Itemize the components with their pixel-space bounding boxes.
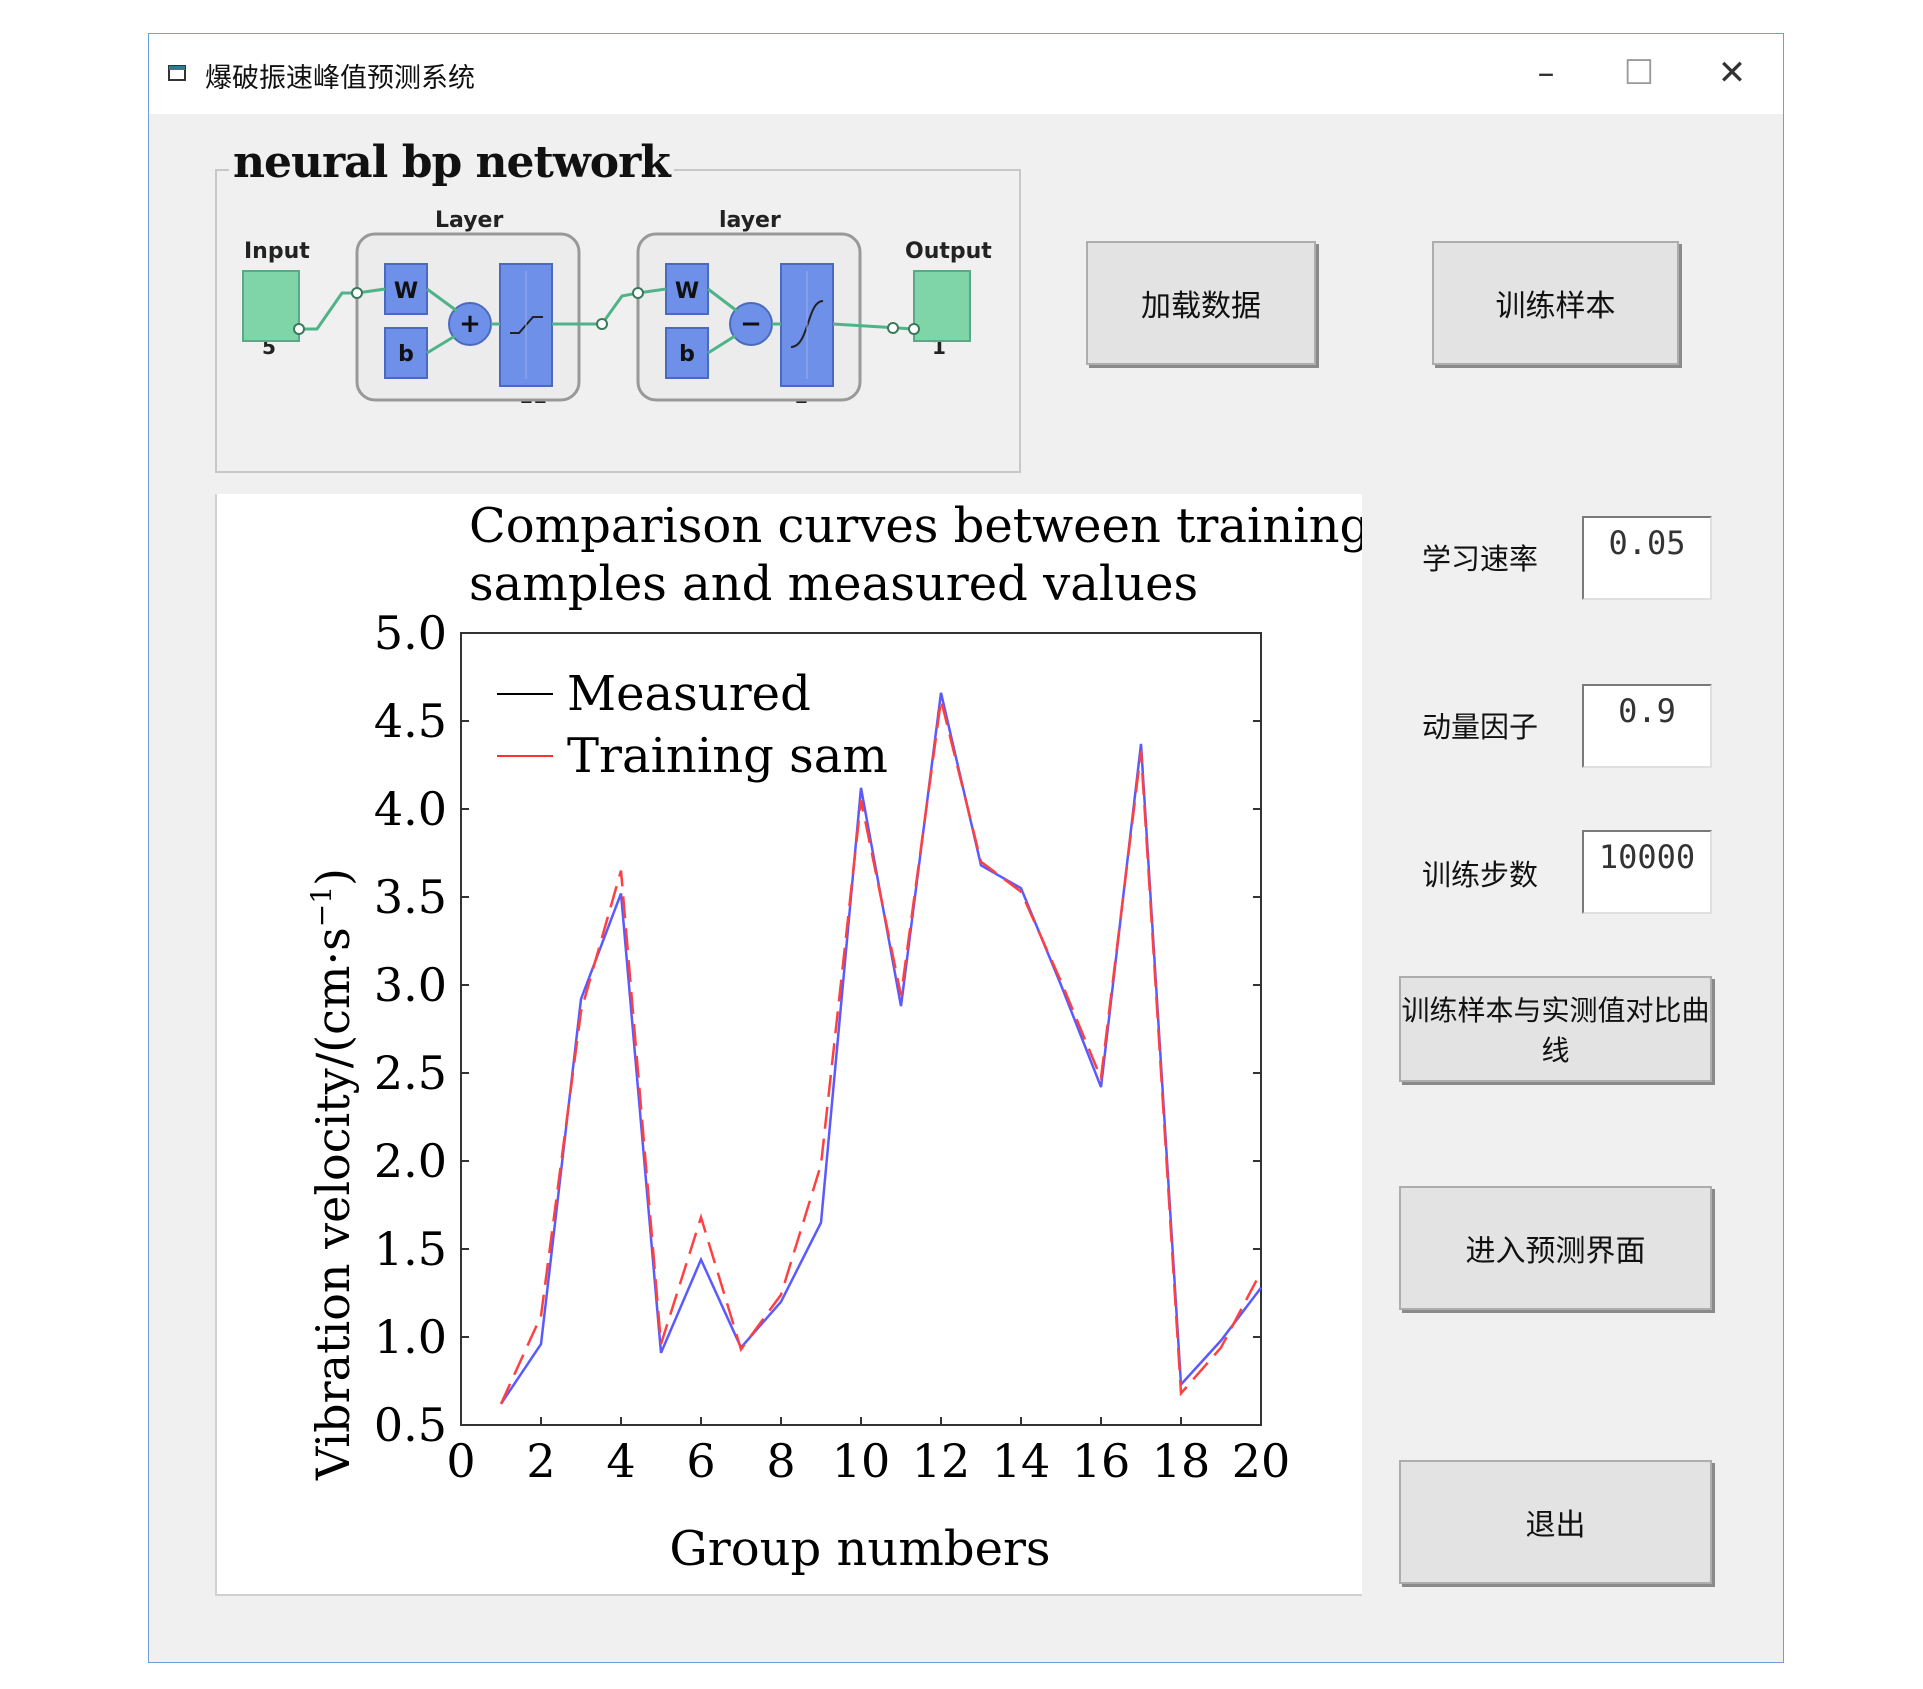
network-diagram: Input 5 Layer 11 layer 1 Output 1 bbox=[242, 208, 992, 408]
y-tick-label: 1.0 bbox=[374, 1310, 447, 1364]
window-title: 爆破振速峰值预测系统 bbox=[205, 63, 475, 94]
layer2-weight-label: W bbox=[675, 279, 699, 304]
chart-title-line1: Comparison curves between training bbox=[469, 498, 1362, 554]
layer2-transfer-curve bbox=[790, 300, 824, 348]
app-window-icon bbox=[168, 65, 186, 81]
close-button[interactable]: ✕ bbox=[1717, 53, 1747, 93]
output-block bbox=[913, 270, 971, 342]
x-tick-label: 10 bbox=[832, 1434, 891, 1488]
layer1-bias-block bbox=[384, 327, 428, 379]
maximize-button[interactable]: ☐ bbox=[1623, 53, 1655, 93]
x-tick-label: 20 bbox=[1232, 1434, 1291, 1488]
y-tick-label: 0.5 bbox=[374, 1398, 447, 1452]
layer1-plus-label: + bbox=[459, 309, 481, 339]
momentum-input[interactable]: 0.9 bbox=[1582, 684, 1712, 768]
comparison-chart: Comparison curves between training sampl… bbox=[305, 498, 1370, 1577]
output-label: Output bbox=[905, 239, 992, 264]
x-tick-label: 12 bbox=[912, 1434, 971, 1488]
title-bar[interactable]: 爆破振速峰值预测系统 – ☐ ✕ bbox=[149, 34, 1783, 114]
x-tick-label: 6 bbox=[686, 1434, 715, 1488]
input-label: Input bbox=[244, 239, 310, 264]
compare-curve-button[interactable]: 训练样本与实测值对比曲线 bbox=[1399, 976, 1712, 1082]
enter-prediction-button[interactable]: 进入预测界面 bbox=[1399, 1186, 1712, 1310]
layer2-minus-label: − bbox=[740, 309, 762, 339]
chart-title-line2: samples and measured values bbox=[469, 556, 1198, 612]
layer2-bias-label: b bbox=[679, 342, 695, 367]
series-layer bbox=[499, 692, 1263, 1405]
y-tick-label: 3.5 bbox=[374, 870, 447, 924]
learning-rate-label: 学习速率 bbox=[1422, 542, 1539, 576]
plot-panel: Comparison curves between training sampl… bbox=[215, 494, 1370, 1596]
measured-series-line bbox=[499, 692, 1262, 1405]
y-axis-ticks: 0.5 1.0 1.5 2.0 2.5 3.0 3.5 4.0 4.5 5.0 bbox=[374, 606, 1261, 1452]
y-tick-label: 5.0 bbox=[374, 606, 447, 660]
legend: Measured Training sam bbox=[497, 666, 888, 784]
training-series-line bbox=[499, 699, 1263, 1405]
app-window: 爆破振速峰值预测系统 – ☐ ✕ neural bp network Input… bbox=[148, 33, 1784, 1663]
x-tick-label: 8 bbox=[766, 1434, 795, 1488]
y-tick-label: 4.0 bbox=[374, 782, 447, 836]
epochs-input[interactable]: 10000 bbox=[1582, 830, 1712, 914]
legend-measured-label: Measured bbox=[567, 666, 811, 722]
layer2-label: layer bbox=[719, 208, 781, 233]
layer1-label: Layer bbox=[435, 208, 503, 233]
momentum-label: 动量因子 bbox=[1422, 710, 1539, 744]
layer1-weight-label: W bbox=[394, 279, 418, 304]
legend-training-label: Training sam bbox=[567, 728, 888, 784]
x-axis-ticks: 0 2 4 6 8 10 12 14 16 18 20 bbox=[446, 1417, 1290, 1488]
x-axis-label: Group numbers bbox=[669, 1521, 1050, 1577]
epochs-label: 训练步数 bbox=[1422, 858, 1539, 892]
y-tick-label: 1.5 bbox=[374, 1222, 447, 1276]
y-tick-label: 3.0 bbox=[374, 958, 447, 1012]
load-data-button[interactable]: 加载数据 bbox=[1086, 241, 1316, 365]
y-axis-label: Vibration velocity/(cm·s−1) bbox=[305, 868, 360, 1481]
connector-nodes bbox=[293, 287, 920, 335]
x-tick-label: 14 bbox=[992, 1434, 1051, 1488]
exit-button[interactable]: 退出 bbox=[1399, 1460, 1712, 1584]
network-group-label: neural bp network bbox=[229, 137, 674, 188]
train-samples-button[interactable]: 训练样本 bbox=[1432, 241, 1679, 365]
x-tick-label: 0 bbox=[446, 1434, 475, 1488]
learning-rate-input[interactable]: 0.05 bbox=[1582, 516, 1712, 600]
y-tick-label: 4.5 bbox=[374, 694, 447, 748]
input-block bbox=[242, 270, 300, 342]
x-tick-label: 2 bbox=[526, 1434, 555, 1488]
x-tick-label: 4 bbox=[606, 1434, 635, 1488]
layer2-bias-block bbox=[665, 327, 709, 379]
minimize-button[interactable]: – bbox=[1537, 53, 1555, 93]
y-tick-label: 2.5 bbox=[374, 1046, 447, 1100]
x-tick-label: 18 bbox=[1152, 1434, 1211, 1488]
x-tick-label: 16 bbox=[1072, 1434, 1131, 1488]
layer1-bias-label: b bbox=[398, 342, 414, 367]
y-tick-label: 2.0 bbox=[374, 1134, 447, 1188]
